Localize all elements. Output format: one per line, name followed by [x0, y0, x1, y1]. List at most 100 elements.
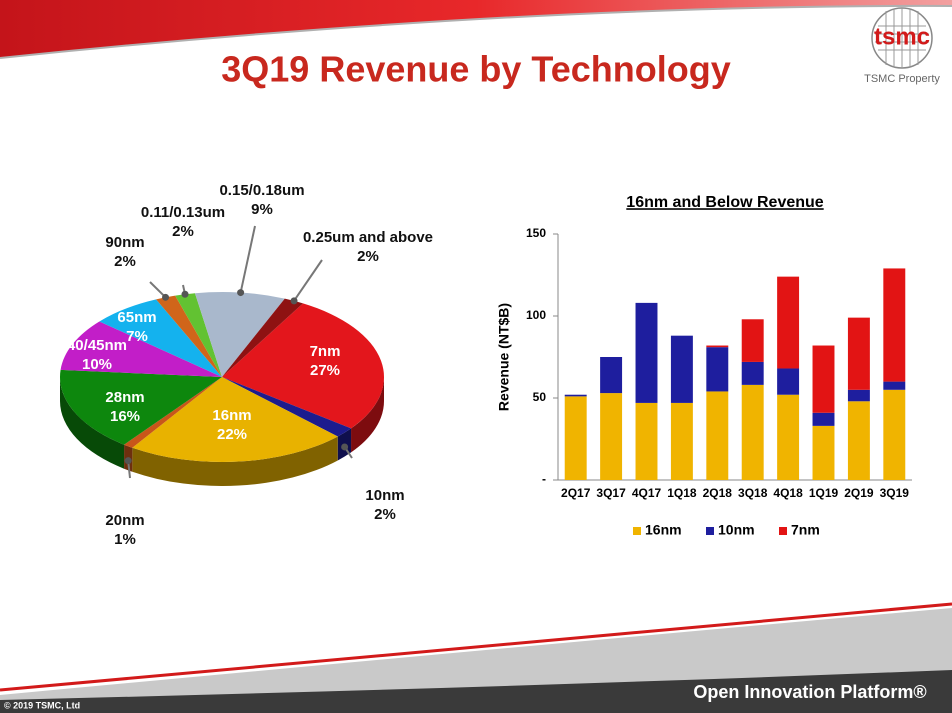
pie-slice	[156, 295, 222, 377]
y-tick-label: 150	[526, 226, 546, 240]
copyright: © 2019 TSMC, Ltd	[4, 700, 80, 710]
bar-segment	[741, 361, 764, 385]
pie-slice	[222, 298, 303, 377]
bar-segment	[883, 389, 906, 480]
x-tick-label: 3Q17	[596, 486, 626, 500]
bar-segment	[706, 345, 729, 348]
x-tick-label: 3Q18	[738, 486, 768, 500]
slice-label: 0.11/0.13um	[141, 204, 225, 221]
pie-slice	[60, 369, 222, 445]
x-tick-label: 4Q18	[773, 486, 803, 500]
y-tick-label: 100	[526, 308, 546, 322]
slide-title: 3Q19 Revenue by Technology	[221, 49, 730, 90]
y-tick-label: 50	[533, 390, 547, 404]
bar-segment	[706, 391, 729, 480]
bar-segment	[600, 393, 623, 480]
bar-segment	[741, 319, 764, 362]
legend-swatch	[706, 527, 714, 535]
bar-segment	[564, 394, 587, 397]
pie-slice	[194, 292, 285, 377]
leader-dot	[290, 297, 298, 305]
leader-dot	[162, 293, 170, 301]
bar-segment	[812, 412, 835, 426]
legend-swatch	[633, 527, 641, 535]
pie-slice	[124, 377, 222, 448]
pie-slice-side	[351, 377, 384, 453]
bar-segment	[777, 276, 800, 369]
pie-slice-side	[60, 377, 125, 469]
footer-bar	[0, 670, 952, 713]
legend-label: 7nm	[791, 522, 820, 538]
slice-label: 16nm	[212, 407, 251, 424]
slice-value-label: 2%	[114, 253, 136, 270]
bar-segment	[564, 396, 587, 480]
leader-dot	[124, 457, 132, 465]
bottom-line	[0, 602, 952, 692]
bar-segment	[847, 389, 870, 402]
legend-swatch	[779, 527, 787, 535]
x-tick-label: 3Q19	[880, 486, 910, 500]
slice-label: 0.25um and above	[303, 229, 433, 246]
slice-value-label: 16%	[110, 408, 140, 425]
slice-label: 7nm	[310, 343, 341, 360]
bar-segment	[847, 401, 870, 480]
leader-dot	[341, 443, 349, 451]
pie-slice	[222, 377, 352, 437]
slice-label: 65nm	[117, 309, 156, 326]
x-tick-label: 2Q19	[844, 486, 874, 500]
y-axis-label: Revenue (NT$B)	[496, 303, 512, 411]
leader-line	[293, 259, 323, 302]
bar-segment	[706, 347, 729, 392]
bar-segment	[883, 381, 906, 390]
bar-segment	[812, 425, 835, 480]
slice-label: 28nm	[105, 389, 144, 406]
bar-segment	[741, 384, 764, 480]
pie-slice-side	[132, 436, 338, 486]
slice-label: 90nm	[105, 234, 144, 251]
bar-segment	[777, 368, 800, 395]
bar-segment	[847, 317, 870, 390]
pie-slice	[99, 299, 222, 377]
pie-slice	[175, 293, 222, 377]
slice-value-label: 7%	[126, 328, 148, 345]
slice-value-label: 2%	[172, 223, 194, 240]
legend-label: 16nm	[645, 522, 682, 538]
x-tick-label: 2Q18	[703, 486, 733, 500]
slice-label: 0.15/0.18um	[219, 182, 304, 199]
x-tick-label: 1Q18	[667, 486, 697, 500]
x-tick-label: 4Q17	[632, 486, 662, 500]
chart-title: 16nm and Below Revenue	[626, 194, 823, 211]
y-tick-label: -	[542, 472, 546, 486]
slice-value-label: 2%	[374, 506, 396, 523]
logo-text: tsmc	[874, 23, 930, 50]
slice-label: 40/45nm	[67, 337, 127, 354]
top-band	[0, 0, 952, 58]
bar-segment	[883, 268, 906, 382]
slice-value-label: 2%	[357, 248, 379, 265]
leader-dot	[181, 290, 189, 298]
slice-value-label: 9%	[251, 201, 273, 218]
slice-label: 20nm	[105, 512, 144, 529]
slice-value-label: 10%	[82, 356, 112, 373]
bar-segment	[670, 402, 693, 480]
pie-slice	[132, 377, 338, 463]
bar-segment	[777, 394, 800, 480]
bar-segment	[600, 357, 623, 394]
slice-value-label: 1%	[114, 531, 136, 548]
leader-line	[239, 225, 256, 293]
x-tick-label: 1Q19	[809, 486, 839, 500]
logo: tsmc TSMC Property	[864, 7, 940, 85]
slice-value-label: 27%	[310, 362, 340, 379]
bar-segment	[670, 335, 693, 403]
pie-slice	[60, 321, 222, 377]
bar-segment	[635, 402, 658, 480]
legend-label: 10nm	[718, 522, 755, 538]
logo-grid	[875, 8, 929, 68]
bar-segment	[635, 302, 658, 403]
leader-line	[149, 281, 167, 299]
property: TSMC Property	[864, 73, 940, 85]
x-tick-label: 2Q17	[561, 486, 591, 500]
slice-value-label: 22%	[217, 426, 247, 443]
platform: Open Innovation Platform®	[693, 682, 926, 702]
